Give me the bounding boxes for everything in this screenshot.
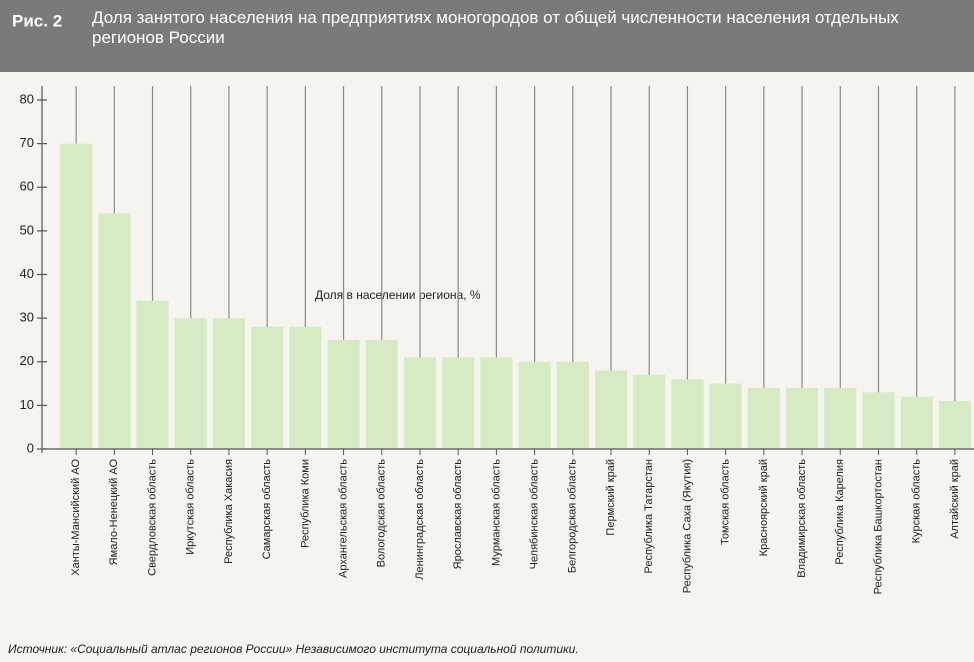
bar	[786, 387, 819, 449]
bar	[327, 339, 360, 449]
x-tick-label: Свердловская область	[146, 459, 158, 576]
x-tick-label: Ханты-Мансийский АО	[70, 459, 82, 576]
bar	[98, 213, 131, 449]
bar	[136, 300, 169, 449]
x-tick-label: Самарская область	[261, 459, 273, 560]
bar	[480, 357, 513, 449]
annotation: Доля в населении региона, %	[315, 288, 481, 302]
x-tick-label: Красноярский край	[758, 459, 770, 556]
x-tick-label: Иркутская область	[185, 459, 197, 555]
y-tick-label: 0	[27, 440, 34, 455]
bar	[442, 357, 475, 449]
x-tick-label: Вологодская область	[376, 459, 388, 568]
x-tick-label: Республика Коми	[299, 459, 311, 548]
bar	[518, 361, 551, 449]
x-tick-label: Ярославская область	[452, 459, 464, 570]
y-tick-label: 30	[20, 310, 34, 325]
bar	[174, 318, 207, 449]
bar	[709, 383, 742, 449]
bar	[365, 339, 398, 449]
source: Источник: «Социальный атлас регионов Рос…	[8, 642, 579, 656]
y-tick-label: 50	[20, 222, 34, 237]
x-tick-label: Томская область	[720, 459, 732, 545]
header-band	[0, 0, 974, 72]
x-tick-label: Республика Саха (Якутия)	[681, 459, 693, 593]
x-tick-label: Республика Хакасия	[223, 459, 235, 564]
x-tick-label: Алтайский край	[949, 459, 961, 539]
y-tick-label: 70	[20, 135, 34, 150]
bar	[747, 387, 780, 449]
x-tick-label: Мурманская область	[490, 459, 502, 566]
x-tick-label: Республика Карелия	[834, 459, 846, 565]
x-tick-label: Пермский край	[605, 459, 617, 536]
chart-title: Доля занятого населения на предприятиях …	[92, 8, 899, 47]
bar	[671, 379, 704, 449]
bar	[212, 318, 245, 449]
bar	[60, 143, 93, 449]
x-tick-label: Республика Татарстан	[643, 459, 655, 574]
y-tick-label: 60	[20, 179, 34, 194]
x-tick-label: Белгородская область	[567, 459, 579, 573]
bar	[824, 387, 857, 449]
x-tick-label: Ленинградская область	[414, 459, 426, 580]
y-tick-label: 80	[20, 91, 34, 106]
x-tick-label: Ямало-Ненецкий АО	[108, 459, 120, 566]
bar	[938, 401, 971, 449]
bar	[594, 370, 628, 449]
x-tick-label: Челябинская область	[529, 459, 541, 570]
x-tick-label: Республика Башкортостан	[872, 459, 884, 594]
bar	[403, 357, 437, 449]
y-tick-label: 20	[20, 353, 34, 368]
y-tick-label: 10	[20, 397, 34, 412]
x-tick-label: Архангельская область	[337, 459, 349, 578]
x-tick-label: Курская область	[911, 459, 923, 544]
bar	[633, 374, 666, 449]
bar	[251, 326, 284, 449]
x-tick-label: Владимирская область	[796, 459, 808, 578]
bar	[900, 396, 933, 449]
bar	[556, 361, 589, 449]
bar	[862, 392, 895, 449]
y-tick-label: 40	[20, 266, 34, 281]
title-box: Доля занятого населения на предприятиях …	[92, 8, 899, 47]
bar	[289, 326, 322, 449]
figure-label: Рис. 2	[12, 11, 62, 30]
